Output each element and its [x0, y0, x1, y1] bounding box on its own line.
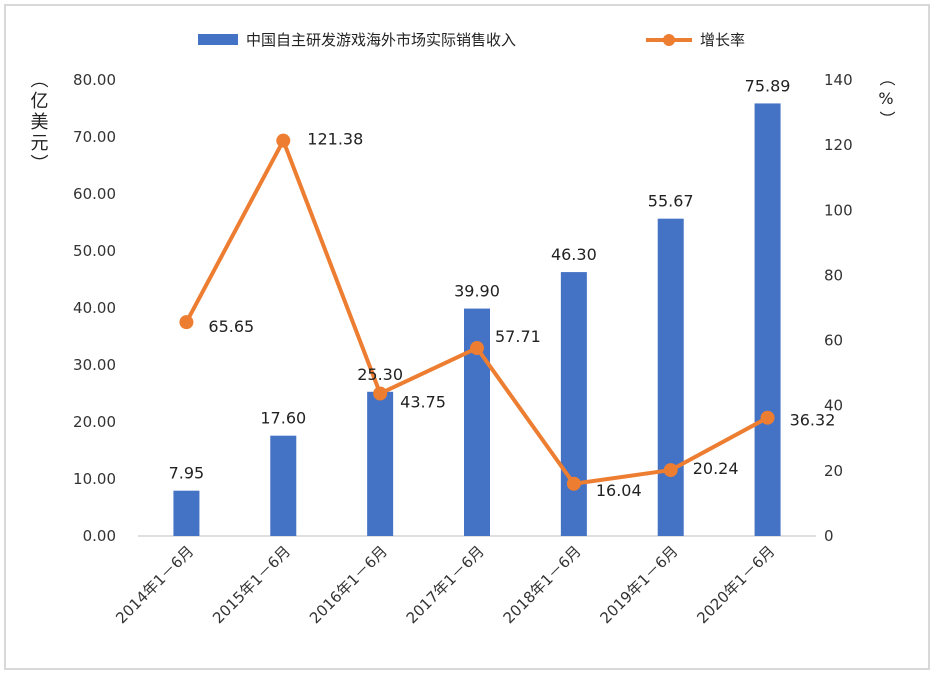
right-axis-title: （%） — [877, 70, 896, 130]
legend-line-marker — [663, 34, 675, 46]
bar-value-label: 25.30 — [357, 365, 403, 384]
category-label: 2017年1－6月 — [403, 542, 488, 627]
bar — [754, 103, 781, 536]
line-point — [566, 476, 581, 491]
left-tick-label: 0.00 — [83, 527, 116, 545]
bar-value-label: 75.89 — [745, 76, 791, 95]
line-data-labels: 65.65 121.38 43.75 57.71 16.04 20.24 36.32 — [208, 130, 835, 500]
category-label: 2020年1－6月 — [693, 542, 778, 627]
right-tick-label: 120 — [824, 136, 853, 154]
left-axis-ticks: 0.00 10.00 20.00 30.00 40.00 50.00 60.00 70.00 8… — [73, 71, 116, 545]
bar — [173, 490, 200, 536]
legend-line-label: 增长率 — [700, 31, 745, 49]
right-tick-label: 20 — [824, 462, 843, 480]
line-value-label: 43.75 — [400, 393, 446, 412]
category-label: 2015年1－6月 — [209, 542, 294, 627]
bar — [560, 272, 587, 536]
left-axis-title: （亿美元） — [28, 70, 49, 175]
category-label: 2014年1－6月 — [112, 542, 197, 627]
category-label: 2018年1－6月 — [500, 542, 585, 627]
legend: 中国自主研发游戏海外市场实际销售收入 增长率 — [198, 31, 745, 49]
left-tick-label: 40.00 — [73, 299, 116, 317]
left-tick-label: 10.00 — [73, 470, 116, 488]
left-tick-label: 20.00 — [73, 413, 116, 431]
line-point — [373, 386, 388, 401]
line-value-label: 65.65 — [208, 317, 254, 336]
chart-frame: （亿美元） （%） 0.00 10.00 20.00 30.00 40.00 50.00 6… — [4, 4, 930, 670]
bar-value-label: 39.90 — [454, 282, 500, 301]
left-tick-label: 30.00 — [73, 356, 116, 374]
bar-value-label: 7.95 — [169, 464, 205, 483]
right-tick-label: 0 — [824, 527, 834, 545]
line-point — [179, 315, 194, 330]
line-value-label: 57.71 — [495, 327, 541, 346]
line-value-label: 16.04 — [596, 481, 642, 500]
bar-series — [173, 103, 781, 536]
left-tick-label: 80.00 — [73, 71, 116, 89]
line-point — [760, 410, 775, 425]
right-tick-label: 140 — [824, 71, 853, 89]
right-tick-label: 40 — [824, 397, 843, 415]
right-tick-label: 80 — [824, 266, 843, 284]
right-tick-label: 100 — [824, 201, 853, 219]
x-axis-category-labels: 2014年1－6月 2015年1－6月 2016年1－6月 2017年1－6月 2018… — [112, 542, 778, 627]
left-tick-label: 60.00 — [73, 185, 116, 203]
left-tick-label: 70.00 — [73, 128, 116, 146]
chart: （亿美元） （%） 0.00 10.00 20.00 30.00 40.00 50.00 6… — [28, 31, 896, 627]
bar-value-label: 17.60 — [260, 409, 306, 428]
bar-value-label: 46.30 — [551, 245, 597, 264]
legend-bar-swatch — [198, 34, 238, 45]
line-value-label: 20.24 — [693, 459, 739, 478]
line-point — [276, 133, 291, 148]
line-value-label: 121.38 — [307, 130, 363, 149]
line-point — [470, 341, 484, 356]
right-axis-ticks: 0 20 40 60 80 100 120 140 — [824, 71, 853, 545]
right-tick-label: 60 — [824, 332, 843, 350]
right-axis-label: （%） — [877, 70, 896, 130]
bar — [367, 391, 394, 536]
bar — [657, 218, 684, 536]
line-value-label: 36.32 — [790, 411, 836, 430]
bar-value-label: 55.67 — [648, 192, 694, 211]
category-label: 2016年1－6月 — [306, 542, 391, 627]
line-series — [179, 133, 775, 491]
bar — [270, 435, 297, 536]
left-tick-label: 50.00 — [73, 242, 116, 260]
bar-data-labels: 7.95 17.60 25.30 39.90 46.30 55.67 75.89 — [169, 76, 791, 482]
category-label: 2019年1－6月 — [597, 542, 682, 627]
legend-bar-label: 中国自主研发游戏海外市场实际销售收入 — [246, 31, 516, 49]
line-point — [663, 463, 678, 478]
left-axis-label: （亿美元） — [28, 70, 49, 175]
